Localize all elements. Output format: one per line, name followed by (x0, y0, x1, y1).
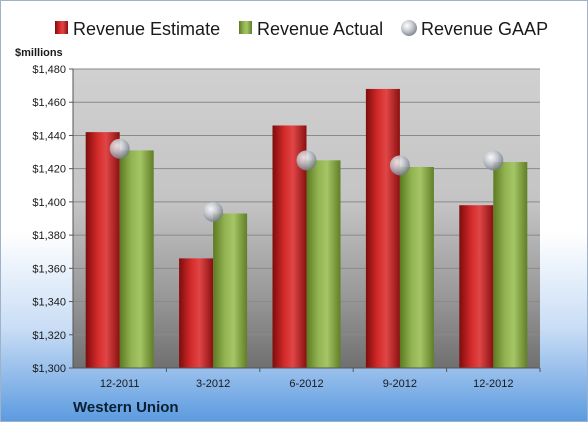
legend-marker-gaap (401, 20, 417, 36)
y-tick-label: $1,420 (32, 164, 66, 176)
legend-item-gaap: Revenue GAAP (401, 19, 548, 39)
bar-actual (493, 162, 528, 368)
marker-gaap (109, 138, 130, 159)
y-tick-label: $1,380 (32, 230, 66, 242)
marker-gaap (203, 201, 224, 222)
bars (85, 88, 528, 368)
y-tick-label: $1,460 (32, 97, 66, 109)
bar-actual (399, 167, 434, 368)
marker-gaap (483, 150, 504, 171)
legend-swatch-actual (239, 21, 252, 34)
bar-estimate (179, 258, 214, 368)
bar-estimate (365, 88, 400, 368)
y-axis-unit-label: $millions (15, 47, 63, 59)
legend-label-actual: Revenue Actual (257, 19, 383, 39)
legend-label-estimate: Revenue Estimate (73, 19, 220, 39)
legend: Revenue Estimate Revenue Actual Revenue … (55, 19, 548, 39)
y-tick-label: $1,400 (32, 197, 66, 209)
company-label: Western Union (73, 399, 179, 416)
bar-estimate (459, 205, 494, 368)
x-tick-label: 6-2012 (289, 378, 323, 390)
legend-label-gaap: Revenue GAAP (421, 19, 548, 39)
legend-swatch-estimate (55, 21, 68, 34)
bar-actual (119, 150, 154, 368)
x-axis: 12-2011 3-2012 6-2012 9-2012 12-2012 (73, 367, 541, 390)
gaap-markers (109, 138, 504, 222)
y-tick-label: $1,360 (32, 263, 66, 275)
bar-estimate (85, 132, 120, 368)
x-tick-label: 9-2012 (383, 378, 417, 390)
x-tick-label: 12-2012 (473, 378, 513, 390)
bar-actual (213, 213, 248, 368)
y-tick-label: $1,320 (32, 330, 66, 342)
y-axis: $1,300 $1,320 $1,340 $1,360 $1,380 $1,400 $1,4… (32, 64, 74, 375)
y-tick-label: $1,440 (32, 130, 66, 142)
legend-item-actual: Revenue Actual (239, 19, 383, 39)
y-tick-label: $1,340 (32, 297, 66, 309)
x-tick-label: 3-2012 (196, 378, 230, 390)
y-tick-label: $1,480 (32, 64, 66, 76)
legend-item-estimate: Revenue Estimate (55, 19, 220, 39)
x-tick-label: 12-2011 (100, 378, 140, 390)
marker-gaap (389, 155, 410, 176)
bar-actual (306, 160, 341, 368)
y-tick-label: $1,300 (32, 363, 66, 375)
marker-gaap (296, 150, 317, 171)
